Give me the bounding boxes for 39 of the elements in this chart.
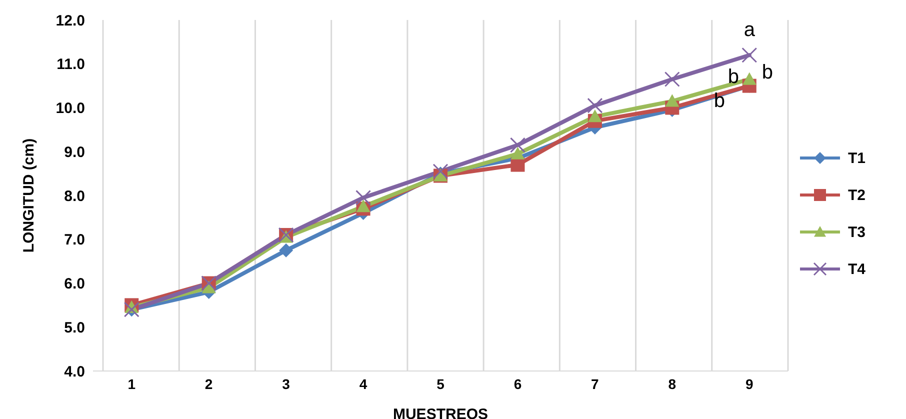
- legend-label: T2: [848, 186, 866, 204]
- point: [665, 94, 680, 107]
- point: [432, 164, 448, 180]
- legend-label: T1: [848, 150, 866, 166]
- point: [510, 137, 526, 153]
- x-tick-label: 4: [359, 376, 368, 392]
- point: [742, 47, 758, 63]
- y-tick-label: 9.0: [64, 144, 85, 161]
- annotation: b: [762, 61, 773, 84]
- legend-label: T3: [848, 224, 866, 240]
- x-tick-label: 6: [514, 376, 522, 392]
- x-tick-label: 5: [436, 376, 445, 392]
- x-tick-label: 2: [204, 376, 213, 392]
- point: [510, 146, 525, 160]
- x-tick-label: 3: [282, 376, 290, 392]
- y-tick-label: 8.0: [64, 188, 85, 205]
- x-tick-label: 8: [668, 376, 676, 392]
- x-tick-label: 9: [745, 376, 754, 392]
- point: [587, 98, 603, 114]
- x-axis-title: MUESTREOS: [392, 406, 488, 419]
- point: [356, 190, 372, 206]
- annotation: b: [714, 90, 725, 112]
- y-tick-label: 6.0: [64, 276, 85, 293]
- x-tick-label: 1: [128, 376, 136, 392]
- y-axis-title: LONGITUD (cm): [20, 138, 38, 253]
- x-tick-label: 7: [591, 376, 600, 392]
- y-tick-label: 12.0: [56, 12, 85, 30]
- y-tick-label: 7.0: [64, 232, 85, 249]
- point: [664, 71, 680, 87]
- point: [279, 243, 294, 258]
- y-tick-label: 4.0: [64, 363, 85, 380]
- legend-label: T4: [848, 260, 866, 278]
- point: [588, 110, 602, 122]
- y-tick-label: 5.0: [64, 319, 85, 336]
- annotation: a: [744, 19, 756, 42]
- y-tick-label: 11.0: [56, 56, 85, 74]
- point: [356, 199, 370, 212]
- y-tick-label: 10.0: [56, 100, 85, 118]
- point: [742, 72, 756, 85]
